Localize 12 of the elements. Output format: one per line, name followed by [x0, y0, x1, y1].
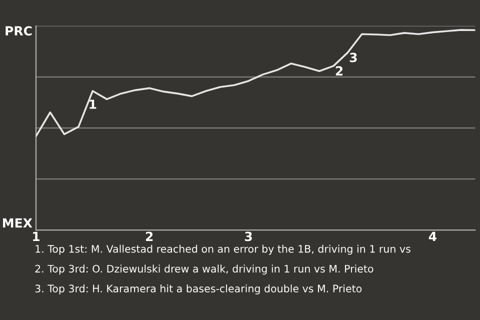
text: PRC: [6, 26, 32, 36]
x-tick-label: 2: [146, 232, 153, 241]
text: 2. Top 3rd: O. Dziewulski drew a walk, driving in 1 run vs M. Prieto: [35, 264, 374, 275]
x-tick-label: 1: [33, 232, 40, 241]
text: 1. Top 1st: M. Vallestad reached on an error by the 1B, driving in 1 run vs: [36, 244, 410, 255]
annotation: 2: [336, 66, 343, 76]
text: 3. Top 3rd: H. Karamera hit a bases-clearing double vs M. Prieto: [35, 284, 362, 294]
x-tick-label: 3: [245, 232, 252, 242]
text: MEX: [3, 218, 32, 228]
annotation: 1: [90, 100, 96, 109]
x-tick-label: 4: [428, 232, 436, 241]
annotation: 3: [350, 52, 357, 62]
